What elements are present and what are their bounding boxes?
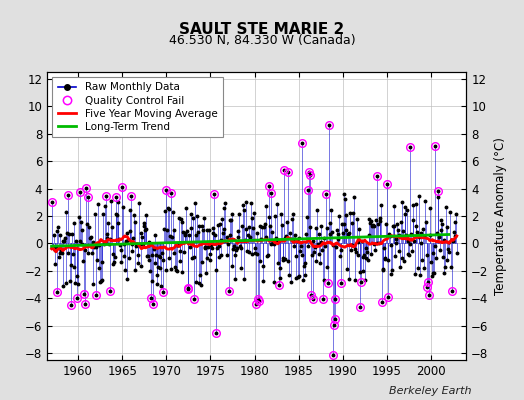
Y-axis label: Temperature Anomaly (°C): Temperature Anomaly (°C) <box>494 137 507 295</box>
Text: 46.530 N, 84.330 W (Canada): 46.530 N, 84.330 W (Canada) <box>169 34 355 47</box>
Text: Berkeley Earth: Berkeley Earth <box>389 386 472 396</box>
Text: SAULT STE MARIE 2: SAULT STE MARIE 2 <box>179 22 345 37</box>
Legend: Raw Monthly Data, Quality Control Fail, Five Year Moving Average, Long-Term Tren: Raw Monthly Data, Quality Control Fail, … <box>52 77 223 137</box>
